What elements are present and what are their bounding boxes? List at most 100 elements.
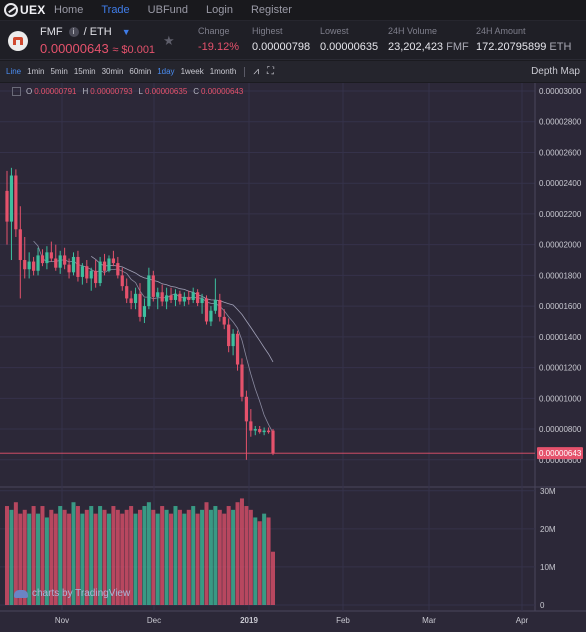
candle-body xyxy=(169,295,173,300)
stat-label: Change xyxy=(198,26,230,36)
price-fiat: ≈ $0.001 xyxy=(112,44,156,56)
time-tick-label: Dec xyxy=(147,616,161,625)
candle-body xyxy=(182,296,186,302)
price-tick-label: 0.00002600 xyxy=(539,148,582,157)
stat-change: Change -19.12% xyxy=(198,26,239,53)
volume-bar xyxy=(142,506,147,605)
volume-bar xyxy=(138,509,142,605)
candlestick-chart[interactable]: 0.00003000 0.00002800 0.00002600 0.00002400… xyxy=(0,83,586,632)
candle-body xyxy=(173,293,178,300)
volume-bar xyxy=(262,513,267,605)
indicators-icon[interactable]: ⩘ xyxy=(253,66,260,77)
candle-body xyxy=(36,255,40,271)
interval-60min[interactable]: 60min xyxy=(129,67,152,76)
interval-1month[interactable]: 1month xyxy=(209,67,237,76)
nav-ubfund[interactable]: UBFund xyxy=(147,4,189,16)
logo[interactable]: UEX xyxy=(0,3,48,17)
time-tick-label: Mar xyxy=(422,616,436,625)
nav-register[interactable]: Register xyxy=(250,4,292,16)
ohlc-close-key: C xyxy=(193,87,200,96)
volume-bar xyxy=(106,513,111,605)
nav-home[interactable]: Home xyxy=(54,4,84,16)
time-tick-label: Nov xyxy=(55,616,69,625)
candle-body xyxy=(178,293,182,302)
volume-bar xyxy=(75,506,80,605)
volume-bar xyxy=(120,513,125,605)
candle-body xyxy=(111,258,115,264)
volume-bar xyxy=(253,517,258,605)
volume-bar xyxy=(186,509,191,605)
tradingview-cloud-icon xyxy=(14,589,28,598)
ohlc-close: 0.00000643 xyxy=(201,87,244,96)
ohlc-high: 0.00000793 xyxy=(90,87,133,96)
candle-body xyxy=(32,261,36,271)
caret-down-icon[interactable]: ▼ xyxy=(121,27,131,37)
interval-5min[interactable]: 5min xyxy=(50,67,68,76)
candle-body xyxy=(165,295,169,302)
volume-bar xyxy=(146,502,151,605)
volume-bar xyxy=(40,506,45,605)
candle-body xyxy=(160,292,164,302)
depth-map-button[interactable]: Depth Map xyxy=(531,66,580,77)
stat-label: 24H Amount xyxy=(476,26,526,36)
logo-text: UEX xyxy=(20,3,46,17)
volume-bar xyxy=(155,513,160,605)
candle-body xyxy=(196,292,200,304)
favorite-star-icon[interactable]: ★ xyxy=(163,33,175,48)
candle-body xyxy=(9,175,14,222)
price-tick-label: 0.00001000 xyxy=(539,394,582,403)
candle-body xyxy=(147,275,151,307)
pair-selector[interactable]: FMF i / ETH ▼ xyxy=(40,26,131,38)
moving-average-line xyxy=(90,255,274,363)
volume-bar xyxy=(27,513,32,605)
ohlc-low: 0.00000635 xyxy=(145,87,188,96)
volume-bar xyxy=(115,509,120,605)
interval-1week[interactable]: 1week xyxy=(180,67,204,76)
volume-bar xyxy=(231,509,236,605)
volume-bar xyxy=(36,513,41,605)
candle-body xyxy=(218,299,222,317)
volume-bar xyxy=(195,513,200,605)
candle-body xyxy=(85,266,89,279)
candle-body xyxy=(249,421,253,431)
collapse-legend-icon[interactable] xyxy=(12,87,21,96)
interval-line[interactable]: Line xyxy=(6,67,22,76)
interval-1min[interactable]: 1min xyxy=(27,67,45,76)
tradingview-watermark[interactable]: charts by TradingView xyxy=(14,588,130,599)
volume-bar xyxy=(160,506,165,605)
price-tick-label: 0.00002000 xyxy=(539,241,582,250)
info-icon[interactable]: i xyxy=(68,27,79,37)
chart-axes: 0.00003000 0.00002800 0.00002600 0.00002400… xyxy=(0,87,583,625)
volume-bar xyxy=(248,509,253,605)
price-chart[interactable]: 0.00003000 0.00002800 0.00002600 0.00002400… xyxy=(0,83,586,632)
candle-body xyxy=(187,296,191,300)
nav-login[interactable]: Login xyxy=(206,4,233,16)
candle-body xyxy=(18,229,22,261)
candle-body xyxy=(27,261,31,270)
interval-1day[interactable]: 1day xyxy=(157,67,175,76)
nav-trade[interactable]: Trade xyxy=(101,4,130,16)
volume-bar xyxy=(271,551,275,605)
interval-30min[interactable]: 30min xyxy=(101,67,124,76)
stat-value: 172.20795899 ETH xyxy=(476,41,572,53)
stat-label: 24H Volume xyxy=(388,26,438,36)
candle-body xyxy=(76,256,80,277)
candle-body xyxy=(235,333,240,365)
price-tick-label: 0.00003000 xyxy=(539,87,582,96)
current-price-tag xyxy=(537,447,583,460)
stat-label: Highest xyxy=(252,26,283,36)
candle-body xyxy=(191,292,195,300)
ohlc-high-key: H xyxy=(82,87,89,96)
candle-body xyxy=(200,298,204,304)
volume-bar xyxy=(71,502,76,605)
candle-body xyxy=(129,298,133,304)
price-tick-label: 0.00001200 xyxy=(539,364,582,373)
interval-15min[interactable]: 15min xyxy=(73,67,96,76)
volume-bar xyxy=(133,513,138,605)
fullscreen-icon[interactable]: ⛶ xyxy=(267,66,275,77)
volume-bar xyxy=(84,509,89,605)
volume-bar xyxy=(58,506,63,605)
logo-icon xyxy=(4,3,18,17)
candle-body xyxy=(63,255,67,265)
volume-bar xyxy=(53,513,58,605)
